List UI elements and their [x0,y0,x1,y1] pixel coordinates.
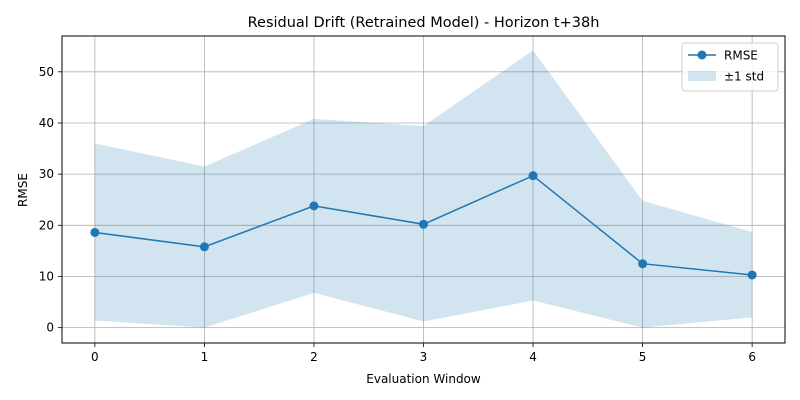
std-band-layer [94,50,753,328]
legend-std-swatch [688,71,716,81]
x-tick-label: 4 [529,350,537,364]
chart-title: Residual Drift (Retrained Model) - Horiz… [248,15,600,31]
x-tick-label: 0 [91,350,99,364]
x-axis-ticks: 0 1 2 3 4 5 6 [91,343,756,364]
legend-rmse-label: RMSE [724,49,758,63]
y-tick-label: 20 [39,218,54,232]
y-tick-label: 50 [39,65,54,79]
y-tick-label: 40 [39,116,54,130]
x-tick-label: 3 [420,350,428,364]
y-tick-label: 10 [39,269,54,283]
legend-std-label: ±1 std [724,70,764,84]
rmse-data-point [747,270,757,280]
y-tick-label: 0 [46,321,54,335]
std-band [94,50,753,328]
rmse-data-point [528,171,538,181]
rmse-data-point [90,227,100,237]
x-tick-label: 1 [201,350,209,364]
x-tick-label: 6 [748,350,756,364]
rmse-data-point [638,259,648,269]
legend-rmse-marker [697,50,707,60]
x-tick-label: 2 [310,350,318,364]
rmse-data-point [419,219,428,229]
x-tick-label: 5 [639,350,647,364]
legend: RMSE ±1 std [681,42,779,92]
grid-lines [62,36,785,343]
rmse-data-point [199,242,209,252]
rmse-line-layer [90,171,757,280]
rmse-data-point [309,201,319,211]
x-axis-label: Evaluation Window [366,372,481,386]
y-tick-label: 30 [39,167,54,181]
y-axis-label: RMSE [16,173,30,207]
y-axis-ticks: 0 10 20 30 40 50 [39,65,62,335]
